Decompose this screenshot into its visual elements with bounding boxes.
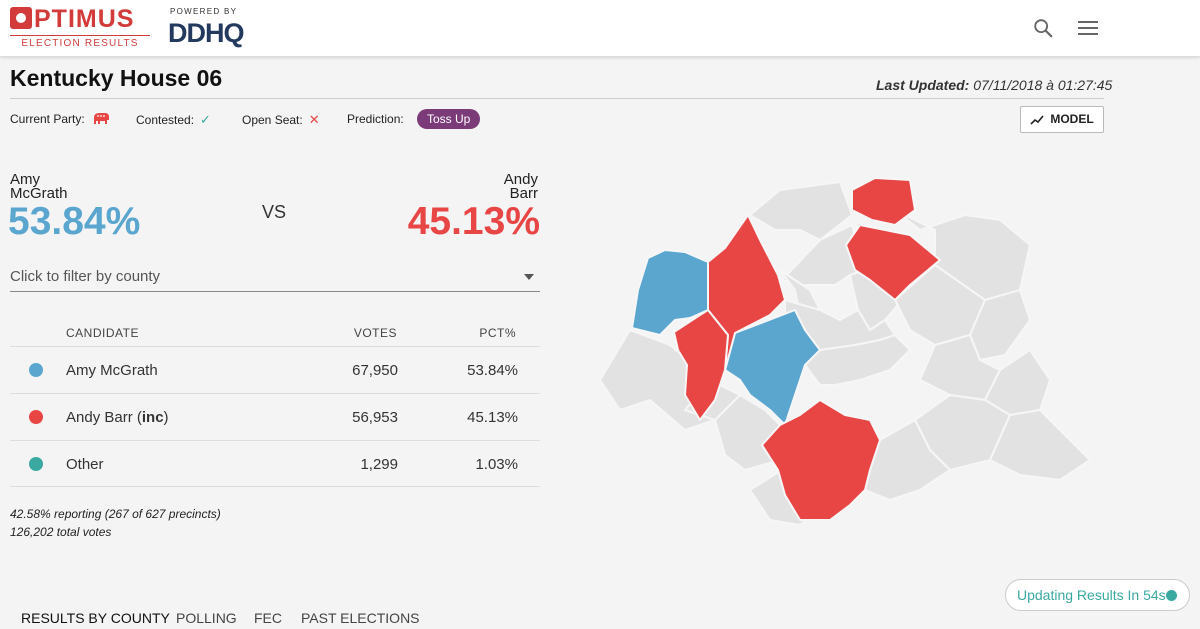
- current-party: Current Party:: [10, 112, 110, 126]
- trending-up-icon: [1030, 115, 1044, 125]
- tab-results-by-county[interactable]: RESULTS BY COUNTY: [21, 610, 170, 626]
- candidate-name: Andy Barr (inc): [66, 409, 169, 426]
- optimus-o-badge-icon: [10, 7, 32, 29]
- incumbent-tag-close: ): [163, 409, 169, 426]
- left-candidate-name: Amy McGrath: [10, 171, 68, 202]
- county-shape[interactable]: [761, 399, 881, 521]
- check-icon: ✓: [200, 112, 211, 127]
- county-filter-select[interactable]: Click to filter by county: [10, 262, 540, 292]
- candidate-pct: 45.13%: [467, 409, 518, 426]
- table-bottom-rule: [10, 486, 540, 487]
- left-candidate-last: McGrath: [10, 185, 68, 202]
- search-icon[interactable]: [1032, 17, 1054, 39]
- tab-past-elections[interactable]: PAST ELECTIONS: [301, 610, 420, 626]
- updating-results-text: Updating Results In 54s: [1017, 587, 1166, 603]
- column-header-pct: PCT%: [479, 326, 516, 340]
- page-title: Kentucky House 06: [10, 65, 223, 91]
- candidate-pct: 53.84%: [467, 362, 518, 379]
- right-candidate-pct: 45.13%: [407, 200, 540, 243]
- close-x-icon: ✕: [308, 112, 320, 127]
- title-divider: [10, 98, 1104, 99]
- open-seat-label: Open Seat:: [242, 113, 303, 127]
- contested: Contested: ✓: [136, 112, 211, 128]
- model-button[interactable]: MODEL: [1020, 106, 1104, 133]
- column-header-votes: VOTES: [353, 326, 397, 340]
- district-county-map[interactable]: [590, 170, 1100, 540]
- reporting-precincts: 42.58% reporting (267 of 627 precincts): [10, 507, 221, 521]
- right-candidate-name: Andy Barr: [440, 171, 538, 202]
- county-filter-placeholder: Click to filter by county: [10, 268, 161, 285]
- table-row: Andy Barr (inc) 56,953 45.13%: [10, 393, 540, 440]
- left-candidate-first: Amy: [10, 171, 40, 188]
- right-candidate-first: Andy: [503, 171, 538, 188]
- last-updated-label: Last Updated:: [876, 77, 970, 93]
- candidate-name: Other: [66, 456, 104, 473]
- prediction-badge: Toss Up: [417, 109, 481, 129]
- county-shape[interactable]: [804, 334, 911, 386]
- county-shape[interactable]: [631, 249, 709, 336]
- left-candidate-pct: 53.84%: [8, 200, 141, 243]
- county-shape[interactable]: [845, 224, 941, 301]
- table-row: Other 1,299 1.03%: [10, 440, 540, 487]
- county-shape[interactable]: [851, 177, 916, 226]
- prediction: Prediction:: [347, 112, 404, 126]
- optimus-logo[interactable]: PTIMUS ELECTION RESULTS POWERED BY DDHQ: [10, 5, 250, 51]
- last-updated: Last Updated: 07/11/2018 à 01:27:45: [876, 77, 1112, 93]
- updating-results-indicator: Updating Results In 54s: [1005, 579, 1190, 611]
- ddhq-logo: DDHQ: [168, 18, 244, 48]
- candidate-votes: 56,953: [352, 409, 398, 426]
- candidate-color-dot: [29, 457, 43, 471]
- candidate-name: Amy McGrath: [66, 362, 158, 379]
- powered-by-label: POWERED BY: [170, 7, 238, 16]
- ddhq-logo-text: DDHQ: [168, 18, 244, 48]
- optimus-wordmark: PTIMUS: [10, 5, 134, 33]
- candidate-votes: 67,950: [352, 362, 398, 379]
- tab-fec[interactable]: FEC: [254, 610, 282, 626]
- vs-label: VS: [262, 202, 287, 222]
- column-header-candidate: CANDIDATE: [66, 326, 139, 340]
- open-seat: Open Seat: ✕: [242, 112, 320, 128]
- candidate-pct: 1.03%: [475, 456, 518, 473]
- total-votes: 126,202 total votes: [10, 525, 112, 539]
- top-header: PTIMUS ELECTION RESULTS POWERED BY DDHQ: [0, 0, 1200, 57]
- contested-label: Contested:: [136, 113, 195, 127]
- model-button-label: MODEL: [1050, 112, 1094, 126]
- candidate-color-dot: [29, 410, 43, 424]
- county-shape[interactable]: [749, 181, 853, 241]
- incumbent-tag: inc: [141, 409, 164, 426]
- candidate-votes: 1,299: [360, 456, 398, 473]
- republican-elephant-icon: [94, 113, 110, 124]
- live-status-dot-icon: [1166, 590, 1177, 601]
- county-shape[interactable]: [989, 409, 1091, 481]
- current-party-label: Current Party:: [10, 112, 85, 126]
- optimus-wordmark-text: PTIMUS: [34, 5, 135, 33]
- table-row: Amy McGrath 67,950 53.84%: [10, 346, 540, 393]
- right-candidate-last: Barr: [509, 185, 538, 202]
- reporting-summary: 42.58% reporting (267 of 627 precincts) …: [10, 505, 221, 541]
- candidate-color-dot: [29, 363, 43, 377]
- dropdown-caret-icon: [524, 274, 534, 280]
- prediction-label: Prediction:: [347, 112, 404, 126]
- logo-subtitle: ELECTION RESULTS: [10, 35, 150, 49]
- county-shape[interactable]: [894, 209, 1031, 301]
- hamburger-menu-icon[interactable]: [1076, 17, 1100, 39]
- candidate-name-text: Andy Barr (: [66, 409, 142, 426]
- tab-polling[interactable]: POLLING: [176, 610, 237, 626]
- last-updated-value: 07/11/2018 à 01:27:45: [973, 77, 1113, 93]
- county-shape[interactable]: [673, 309, 729, 421]
